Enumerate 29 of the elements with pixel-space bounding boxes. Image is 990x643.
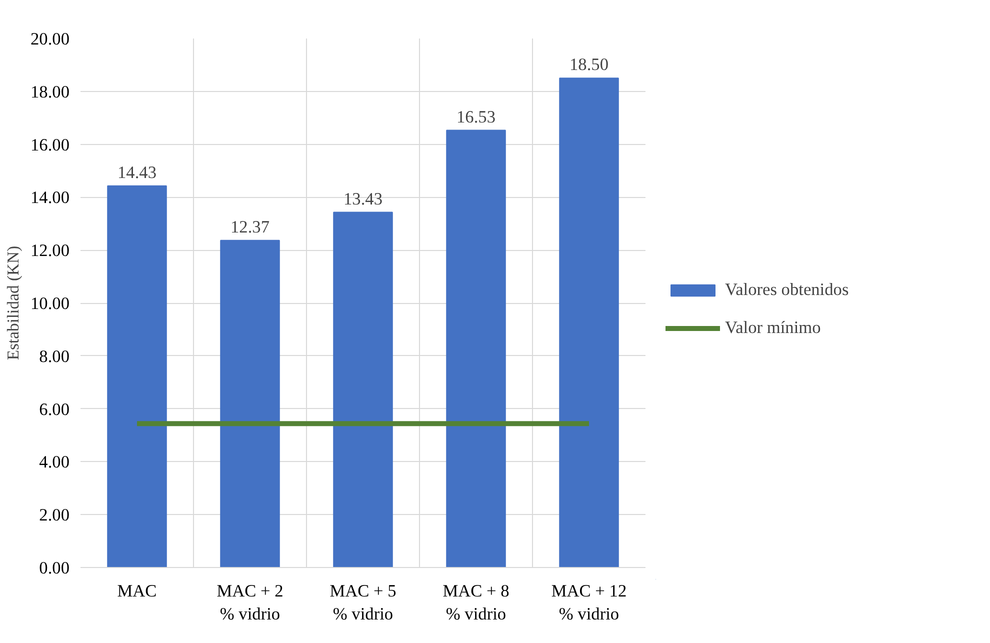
y-tick-label: 10.00 [30, 294, 70, 313]
y-axis-title: Estabilidad (KN) [4, 246, 23, 360]
y-tick-label: 2.00 [39, 506, 70, 525]
data-label: 16.53 [456, 107, 496, 126]
bar [220, 240, 280, 568]
y-tick-label: 0.00 [39, 558, 70, 578]
legend-label: Valor mínimo [725, 318, 821, 338]
x-tick-label: MAC [117, 582, 157, 600]
data-label: 13.43 [344, 189, 383, 208]
y-tick-label: 6.00 [39, 400, 70, 419]
y-tick-label: 8.00 [39, 346, 70, 366]
bar [333, 212, 393, 568]
y-tick-label: 18.00 [30, 82, 70, 102]
x-tick-label: MAC + 8 % vidrio [442, 582, 510, 624]
x-tick-label: MAC + 5 % vidrio [330, 582, 396, 624]
x-tick-label: MAC + 2 % vidrio [216, 582, 284, 624]
legend-label: Valores obtenidos [725, 280, 849, 300]
y-tick-label: 16.00 [30, 135, 70, 154]
x-tick-label: MAC + 12 % vidrio [551, 582, 627, 624]
data-label: 14.43 [118, 162, 157, 182]
y-tick-label: 14.00 [30, 188, 70, 208]
y-tick-label: 12.00 [30, 241, 70, 260]
data-label: 18.50 [570, 55, 609, 74]
y-tick-label: 4.00 [39, 452, 70, 472]
bar [559, 78, 619, 568]
bar [446, 130, 506, 568]
bar [107, 185, 167, 568]
y-tick-label: 20.00 [30, 30, 70, 48]
data-label: 12.37 [230, 217, 270, 236]
